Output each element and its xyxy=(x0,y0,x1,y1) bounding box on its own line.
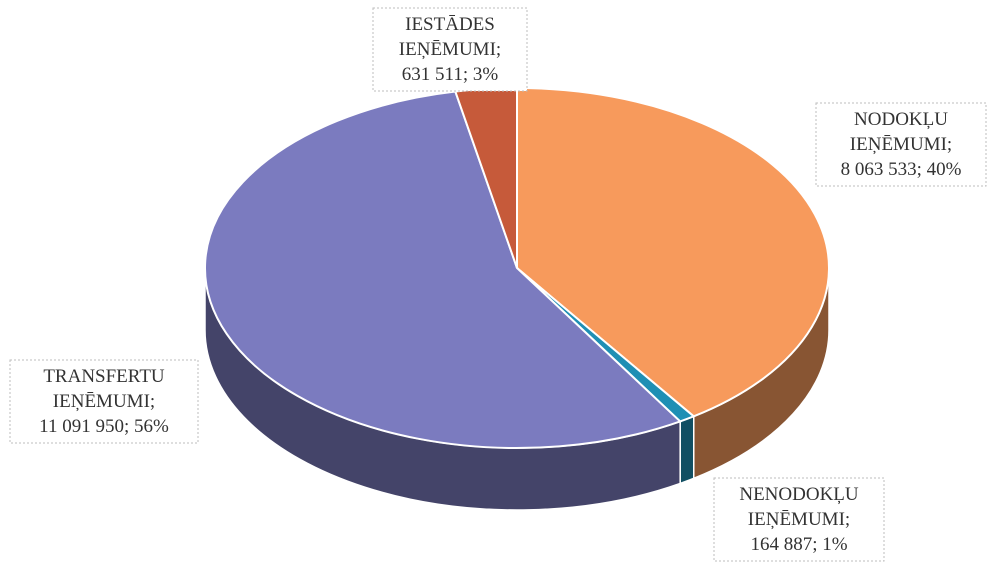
slice-label-line: NENODOKĻU xyxy=(739,484,859,505)
slice-label-line: 164 887; 1% xyxy=(750,534,847,555)
slice-label-line: IEŅĒMUMI; xyxy=(399,39,501,60)
slice-label-line: IEŅĒMUMI; xyxy=(748,509,850,530)
slice-label-1: NENODOKĻU IEŅĒMUMI; 164 887; 1% xyxy=(713,477,885,562)
slice-label-box xyxy=(9,359,199,444)
slice-label-0: NODOKĻU IEŅĒMUMI; 8 063 533; 40% xyxy=(815,102,987,187)
slice-2 xyxy=(204,90,683,449)
slice-label-line: 8 063 533; 40% xyxy=(841,159,962,180)
slice-labels: NODOKĻU IEŅĒMUMI; 8 063 533; 40% NENODOKĻU I… xyxy=(9,7,987,562)
slice-label-line: 11 091 950; 56% xyxy=(39,416,169,437)
slice-label-box xyxy=(713,477,885,562)
slice-side-1 xyxy=(679,415,695,485)
slice-label-line: IESTĀDES xyxy=(405,14,495,35)
slice-label-box xyxy=(815,102,987,187)
pie-tops xyxy=(204,86,830,449)
slice-label-line: TRANSFERTU xyxy=(43,366,165,387)
slice-label-line: 631 511; 3% xyxy=(402,64,499,85)
slice-label-line: NODOKĻU xyxy=(854,109,948,130)
slice-0 xyxy=(516,86,830,418)
slice-label-2: TRANSFERTU IEŅĒMUMI; 11 091 950; 56% xyxy=(9,359,199,444)
slice-label-box xyxy=(372,7,528,92)
slice-label-line: IEŅĒMUMI; xyxy=(850,134,952,155)
pie-sides xyxy=(204,267,830,511)
slice-label-3: IESTĀDES IEŅĒMUMI; 631 511; 3% xyxy=(372,7,528,92)
slice-label-line: IEŅĒMUMI; xyxy=(53,391,155,412)
